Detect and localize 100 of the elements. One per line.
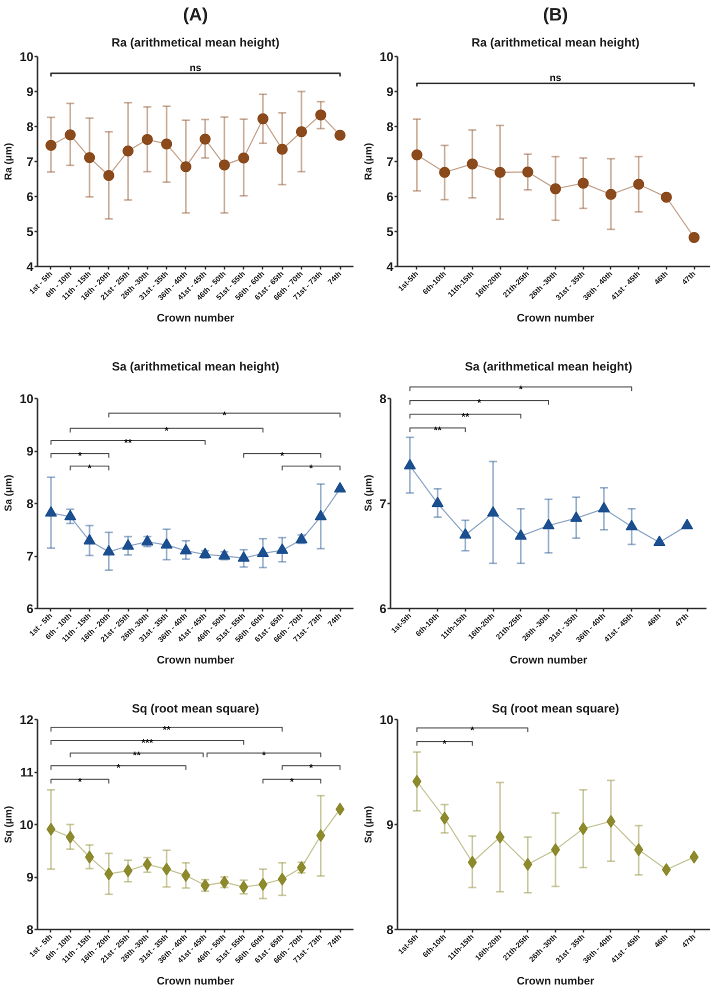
annotation: *** bbox=[141, 738, 154, 749]
point bbox=[522, 166, 534, 178]
y-tick-label: 7 bbox=[26, 155, 34, 169]
point bbox=[276, 543, 288, 554]
point bbox=[466, 158, 478, 170]
y-tick-label: 6 bbox=[26, 190, 34, 204]
y-tick-label: 9 bbox=[26, 870, 34, 884]
point bbox=[258, 878, 268, 891]
chart-title: Sq (root mean square) bbox=[492, 702, 620, 716]
point bbox=[64, 129, 76, 140]
text: * bbox=[518, 384, 523, 396]
point bbox=[102, 544, 115, 556]
x-axis-title: Crown number bbox=[516, 312, 596, 324]
point bbox=[626, 520, 638, 530]
x-axis-title: Crown number bbox=[156, 975, 236, 988]
point bbox=[633, 178, 644, 190]
annotation: * bbox=[116, 763, 120, 774]
y-axis-title: Sa (μm) bbox=[364, 474, 375, 512]
point bbox=[238, 551, 250, 562]
y-axis-title: Sq (μm) bbox=[364, 806, 375, 844]
point bbox=[494, 166, 506, 178]
point bbox=[542, 518, 554, 530]
point bbox=[180, 161, 192, 172]
point bbox=[606, 814, 616, 828]
chart-title: Sa (arithmetical mean height) bbox=[112, 360, 280, 374]
chart-title: (A) bbox=[183, 4, 208, 24]
x-axis-title: Crown number bbox=[510, 654, 588, 666]
point bbox=[104, 867, 114, 880]
point bbox=[162, 862, 172, 876]
point bbox=[459, 528, 472, 539]
point bbox=[578, 822, 588, 836]
y-tick-label: 8 bbox=[26, 923, 34, 937]
annotation: * bbox=[442, 739, 447, 750]
y-tick-label: 6 bbox=[26, 602, 34, 616]
annotation: ** bbox=[434, 425, 442, 436]
point bbox=[276, 144, 288, 155]
point bbox=[598, 502, 610, 512]
point bbox=[439, 166, 450, 178]
point bbox=[256, 546, 269, 558]
point bbox=[316, 829, 326, 842]
y-tick-label: 5 bbox=[386, 225, 394, 239]
chart-subtitle: Ra (arithmetical mean height) bbox=[471, 36, 640, 50]
point bbox=[634, 843, 644, 856]
point bbox=[411, 149, 422, 160]
y-tick-label: 10 bbox=[20, 50, 34, 64]
annotation: * bbox=[78, 451, 82, 462]
point bbox=[334, 482, 346, 492]
point bbox=[605, 188, 616, 200]
point bbox=[161, 138, 172, 150]
y-axis-title: Ra (μm) bbox=[4, 142, 15, 180]
chart-title: Sq (root mean square) bbox=[132, 702, 260, 716]
point bbox=[278, 872, 287, 886]
point bbox=[487, 506, 500, 517]
y-tick-label: 8 bbox=[26, 497, 34, 511]
y-axis-title: Sa (μm) bbox=[4, 474, 15, 512]
x-axis-title: Crown number bbox=[516, 975, 596, 988]
y-tick-label: 8 bbox=[380, 392, 387, 406]
annotation: * bbox=[477, 398, 482, 410]
point bbox=[690, 850, 699, 864]
point bbox=[122, 146, 134, 156]
point bbox=[496, 830, 505, 844]
point bbox=[681, 518, 694, 530]
annotation: * bbox=[262, 750, 266, 762]
point bbox=[334, 130, 346, 141]
chart-title: (B) bbox=[543, 4, 568, 24]
chart-title: Sa (arithmetical mean height) bbox=[464, 360, 632, 374]
point bbox=[238, 152, 250, 164]
y-tick-label: 8 bbox=[26, 120, 34, 134]
annotation: ** bbox=[124, 438, 132, 449]
y-tick-label: 10 bbox=[20, 818, 34, 832]
point bbox=[662, 863, 671, 876]
point bbox=[45, 140, 56, 151]
point bbox=[257, 113, 268, 124]
y-tick-label: 6 bbox=[386, 190, 394, 204]
point bbox=[124, 864, 133, 878]
y-tick-label: 9 bbox=[26, 85, 34, 99]
y-tick-label: 12 bbox=[20, 713, 34, 727]
y-tick-label: 10 bbox=[380, 50, 394, 64]
point bbox=[46, 822, 56, 836]
point bbox=[523, 858, 532, 871]
annotation: * bbox=[309, 763, 314, 774]
annotation: * bbox=[164, 426, 169, 437]
chart-subtitle: Ra (arithmetical mean height) bbox=[111, 36, 280, 50]
point bbox=[315, 109, 326, 120]
point bbox=[218, 160, 230, 170]
y-tick-label: 10 bbox=[380, 713, 394, 727]
point bbox=[336, 802, 345, 816]
annotation: ns bbox=[550, 72, 562, 84]
y-tick-label: 4 bbox=[386, 260, 394, 274]
x-axis-title: Crown number bbox=[156, 312, 236, 324]
y-tick-label: 11 bbox=[20, 766, 34, 780]
point bbox=[296, 126, 307, 138]
point bbox=[66, 830, 75, 844]
annotation: * bbox=[290, 776, 294, 788]
annotation: * bbox=[470, 725, 474, 736]
point bbox=[412, 774, 422, 788]
point bbox=[142, 858, 152, 871]
point bbox=[64, 510, 76, 520]
y-tick-label: 6 bbox=[380, 602, 387, 616]
point bbox=[440, 812, 450, 825]
